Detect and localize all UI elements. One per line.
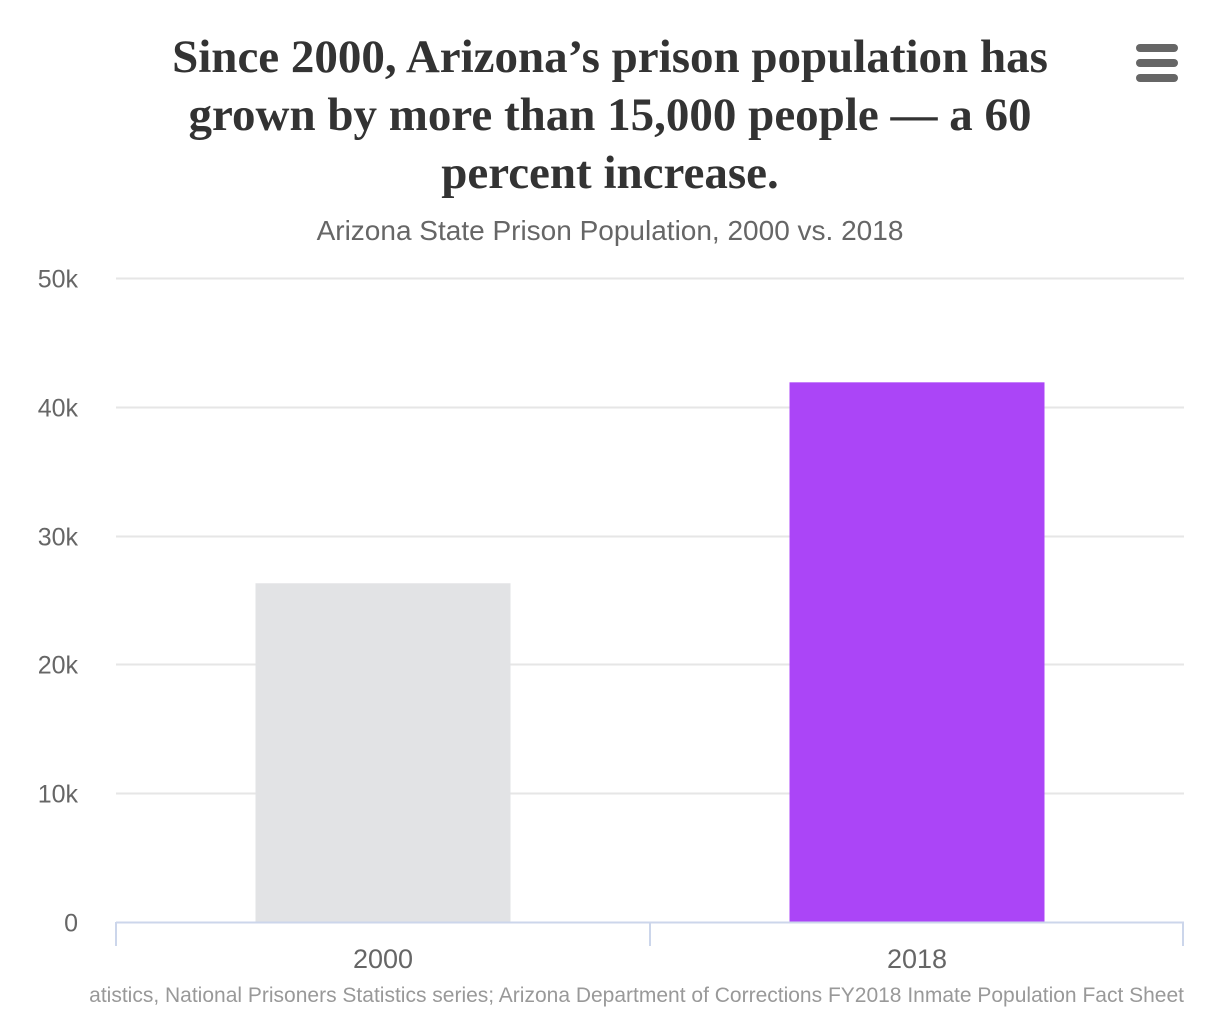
chart-title: Since 2000, Arizona’s prison population …: [172, 31, 1048, 199]
y-tick-label: 20k: [38, 652, 79, 680]
chart-menu-button[interactable]: [1128, 40, 1184, 86]
bar: [789, 382, 1045, 922]
bar: [255, 583, 511, 922]
chart-subtitle: Arizona State Prison Population, 2000 vs…: [316, 215, 904, 246]
credits-container: atistics, National Prisoners Statistics …: [10, 980, 1184, 1014]
y-tick-label: 0: [64, 910, 78, 938]
y-tick-label: 10k: [38, 781, 79, 809]
y-tick-label: 30k: [38, 524, 79, 552]
chart-credits[interactable]: atistics, National Prisoners Statistics …: [89, 984, 1184, 1007]
y-tick-label: 40k: [38, 395, 79, 423]
x-tick-label: 2000: [353, 944, 413, 974]
bar-chart: 0 10k 20k 30k 40k 50k 2000 2018: [38, 266, 1184, 974]
x-tick-label: 2018: [887, 944, 947, 974]
y-tick-label: 50k: [38, 266, 79, 294]
